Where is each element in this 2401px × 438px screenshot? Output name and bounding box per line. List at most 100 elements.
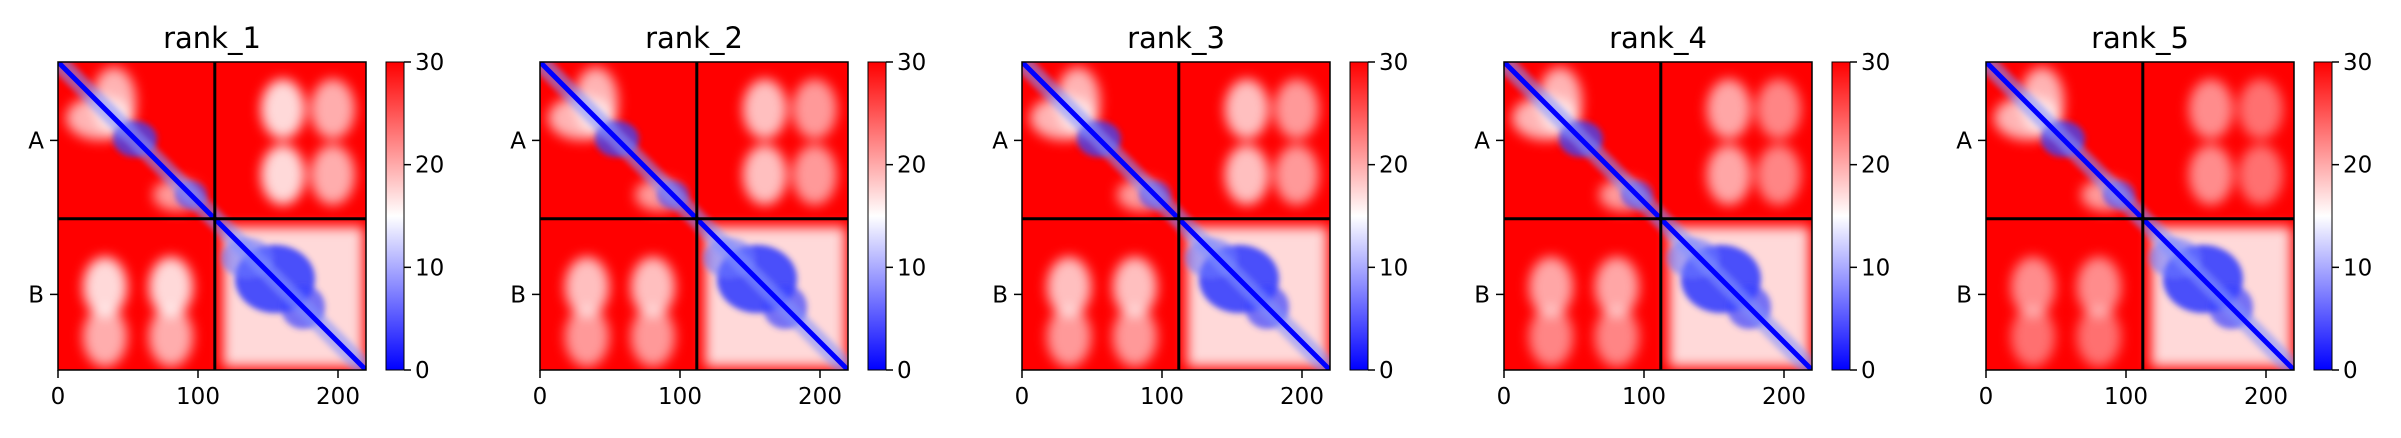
interchain-patch (1529, 306, 1574, 367)
colorbar-tick-label: 30 (1861, 50, 1890, 76)
interchain-patch (1756, 79, 1801, 140)
interchain-patch (310, 144, 355, 205)
interchain-patches (2011, 79, 2283, 367)
heatmap (1022, 62, 1330, 370)
interchain-patch (1047, 256, 1092, 317)
colorbar-tick-label: 20 (415, 153, 444, 179)
x-tick-label: 200 (1280, 384, 1324, 410)
y-tick-label: B (992, 282, 1008, 308)
axes-frame (1021, 61, 1331, 371)
colorbar-tick-label: 20 (1379, 153, 1408, 179)
colorbar-tick-label: 20 (2343, 153, 2372, 179)
heatmap (540, 62, 848, 370)
y-tick-label: B (1474, 282, 1490, 308)
interchain-patch (1529, 256, 1574, 317)
interchain-patch (630, 256, 675, 317)
heatmap (1504, 62, 1812, 370)
colorbar-tick-label: 10 (415, 255, 444, 281)
colorbar-tick-label: 30 (2343, 50, 2372, 76)
colorbar-tick-label: 0 (1861, 358, 1876, 384)
x-tick-label: 200 (1762, 384, 1806, 410)
x-tick-label: 200 (798, 384, 842, 410)
interchain-patches (565, 79, 837, 367)
diagonal (540, 62, 848, 370)
interchain-patch (565, 306, 610, 367)
panel-title: rank_2 (645, 21, 743, 55)
x-tick-label: 0 (1979, 384, 1994, 410)
x-tick-label: 0 (533, 384, 548, 410)
interchain-patch (742, 144, 787, 205)
y-tick-label: A (1474, 128, 1490, 154)
panel-title: rank_5 (2091, 21, 2189, 55)
interchain-patch (148, 256, 193, 317)
interchain-patch (1274, 79, 1319, 140)
interchain-patch (83, 306, 128, 367)
colorbar-tick-label: 30 (415, 50, 444, 76)
colorbar-tick-label: 0 (1379, 358, 1394, 384)
interchain-patch (1112, 256, 1157, 317)
panel-title: rank_1 (163, 21, 261, 55)
colorbar (385, 61, 405, 371)
interchain-patch (1047, 306, 1092, 367)
panel-rank_5: rank_5 A B 0 100 200 0 10 20 30 (1956, 21, 2372, 410)
panel-title: rank_3 (1127, 21, 1225, 55)
colorbar (1349, 61, 1369, 371)
colorbar-tick-label: 0 (415, 358, 430, 384)
interchain-patch (1274, 144, 1319, 205)
colorbar-tick-label: 30 (1379, 50, 1408, 76)
interchain-patch (260, 79, 305, 140)
axes-frame (57, 61, 367, 371)
y-tick-label: B (28, 282, 44, 308)
panel-rank_4: rank_4 A B 0 100 200 0 10 20 30 (1474, 21, 1890, 410)
interchain-patch (1112, 306, 1157, 367)
diagonal (58, 62, 366, 370)
colorbar-tick-label: 20 (1861, 153, 1890, 179)
interchain-patches (83, 79, 355, 367)
interchain-patch (1224, 79, 1269, 140)
panel-rank_1: rank_1 A B 0 100 200 0 10 20 30 (28, 21, 444, 410)
panel-rank_3: rank_3 A B 0 100 200 0 10 20 30 (992, 21, 1408, 410)
x-tick-label: 0 (1015, 384, 1030, 410)
interchain-patch (310, 79, 355, 140)
colorbar-tick-label: 0 (2343, 358, 2358, 384)
colorbar-tick-label: 10 (1379, 255, 1408, 281)
colorbar-tick-label: 30 (897, 50, 926, 76)
interchain-patch (2188, 79, 2233, 140)
colorbar-tick-label: 10 (897, 255, 926, 281)
x-tick-label: 100 (658, 384, 702, 410)
interchain-patch (792, 144, 837, 205)
colorbar (2313, 61, 2333, 371)
axes-frame (1985, 61, 2295, 371)
interchain-patch (2076, 256, 2121, 317)
interchain-patch (2011, 256, 2056, 317)
heatmap (58, 62, 366, 370)
interchain-patch (565, 256, 610, 317)
interchain-patch (1594, 256, 1639, 317)
interchain-patch (2238, 144, 2283, 205)
interchain-patch (1756, 144, 1801, 205)
diagonal (1022, 62, 1330, 370)
interchain-patch (742, 79, 787, 140)
colorbar-tick-label: 20 (897, 153, 926, 179)
y-tick-label: A (510, 128, 526, 154)
y-tick-label: A (1956, 128, 1972, 154)
interchain-patch (148, 306, 193, 367)
panel-rank_2: rank_2 A B 0 100 200 0 10 20 30 (510, 21, 926, 410)
colorbar (1831, 61, 1851, 371)
interchain-patch (1594, 306, 1639, 367)
interchain-patch (260, 144, 305, 205)
interchain-patch (2076, 306, 2121, 367)
y-tick-label: A (28, 128, 44, 154)
colorbar-tick-label: 10 (2343, 255, 2372, 281)
interchain-patch (1224, 144, 1269, 205)
x-tick-label: 100 (1622, 384, 1666, 410)
interchain-patch (2011, 306, 2056, 367)
interchain-patch (1706, 144, 1751, 205)
diagonal (1986, 62, 2294, 370)
x-tick-label: 0 (1497, 384, 1512, 410)
interchain-patch (2238, 79, 2283, 140)
x-tick-label: 0 (51, 384, 66, 410)
colorbar (867, 61, 887, 371)
interchain-patches (1529, 79, 1801, 367)
interchain-patch (2188, 144, 2233, 205)
